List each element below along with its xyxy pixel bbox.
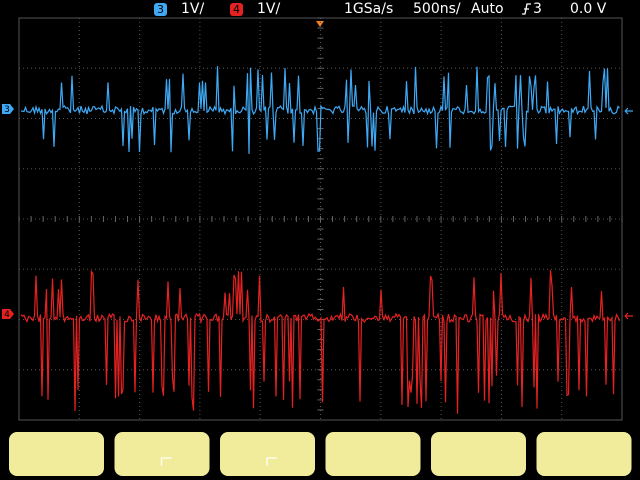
traces	[20, 66, 621, 414]
channel-a-number: 3	[157, 3, 164, 16]
softkey[interactable]	[114, 432, 210, 476]
softkey-corner	[266, 457, 277, 466]
trigger-mode: Auto	[471, 1, 504, 17]
softkey-panel	[0, 424, 640, 480]
softkey[interactable]	[536, 432, 632, 476]
timebase: 500ns/	[413, 1, 461, 17]
sample-rate: 1GSa/s	[344, 1, 393, 17]
trigger-edge-icon	[522, 3, 531, 15]
waveform	[20, 269, 621, 414]
channel-a-scale: 1V/	[181, 1, 204, 17]
channel-b-scale: 1V/	[257, 1, 280, 17]
softkey-corner	[160, 457, 172, 466]
channel-b-badge	[230, 3, 243, 16]
softkey-row	[9, 432, 632, 476]
channel-a-marker-label: 3	[4, 105, 10, 115]
softkey[interactable]	[9, 432, 104, 476]
channel-b-marker-label: 4	[4, 310, 10, 320]
waveform	[20, 66, 620, 154]
trigger-source: 3	[533, 1, 542, 17]
channel-a-badge	[154, 3, 167, 16]
trigger-position-marker	[316, 21, 324, 27]
softkey[interactable]	[325, 432, 421, 476]
channel-a-level-arrow	[624, 107, 633, 115]
trigger-level: 0.0 V	[570, 1, 607, 17]
channel-b-level-arrow	[624, 312, 633, 320]
softkey[interactable]	[220, 432, 315, 476]
channel-b-number: 4	[233, 3, 240, 16]
softkey[interactable]	[431, 432, 526, 476]
channel-b-ground-marker	[2, 309, 14, 319]
channel-a-ground-marker	[2, 104, 14, 114]
